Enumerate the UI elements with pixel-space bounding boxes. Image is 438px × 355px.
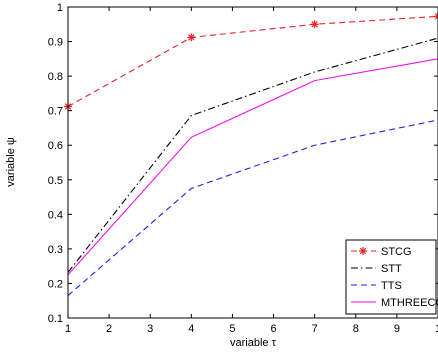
x-tick-label: 4 [188, 323, 194, 335]
x-axis-label: variable τ [230, 337, 277, 349]
legend-label: STCG [381, 246, 412, 258]
x-tick-label: 1 [435, 323, 438, 335]
legend-marker [359, 247, 367, 255]
y-tick-label: 0.9 [48, 37, 63, 49]
legend-label: STT [381, 263, 402, 275]
x-tick-label: 5 [229, 323, 235, 335]
x-tick-label: 7 [312, 323, 318, 335]
marker-stroke [434, 15, 438, 20]
x-tick-label: 6 [270, 323, 276, 335]
legend-label: TTS [381, 280, 402, 292]
y-tick-label: 1 [57, 2, 63, 14]
y-tick-label: 0.3 [48, 244, 63, 256]
data-point-stcg [310, 20, 319, 29]
x-tick-label: 9 [394, 323, 400, 335]
marker-stroke [434, 13, 438, 18]
y-tick-label: 0.5 [48, 175, 63, 187]
marker-stroke [311, 21, 318, 28]
x-tick-label: 1 [65, 323, 71, 335]
series-line-tts [67, 119, 438, 296]
y-tick-label: 0.6 [48, 140, 63, 152]
series-line-stt [67, 37, 438, 273]
data-point-stcg [187, 33, 196, 42]
y-tick-label: 0.4 [48, 209, 63, 221]
y-tick-label: 0.7 [48, 106, 63, 118]
x-tick-label: 8 [353, 323, 359, 335]
series-line-stcg [67, 15, 438, 107]
y-tick-label: 0.2 [48, 278, 63, 290]
marker-stroke [359, 247, 367, 255]
marker-stroke [188, 34, 195, 41]
y-tick-label: 0.1 [48, 313, 63, 325]
data-point-stcg [434, 12, 438, 21]
series-line-mthreecg [67, 58, 438, 276]
legend-label: MTHREECG [381, 297, 438, 309]
y-axis-label: variable ψ [5, 137, 17, 187]
y-tick-label: 0.8 [48, 71, 63, 83]
x-tick-label: 2 [106, 323, 112, 335]
plot-frame [67, 6, 438, 319]
x-tick-label: 3 [147, 323, 153, 335]
